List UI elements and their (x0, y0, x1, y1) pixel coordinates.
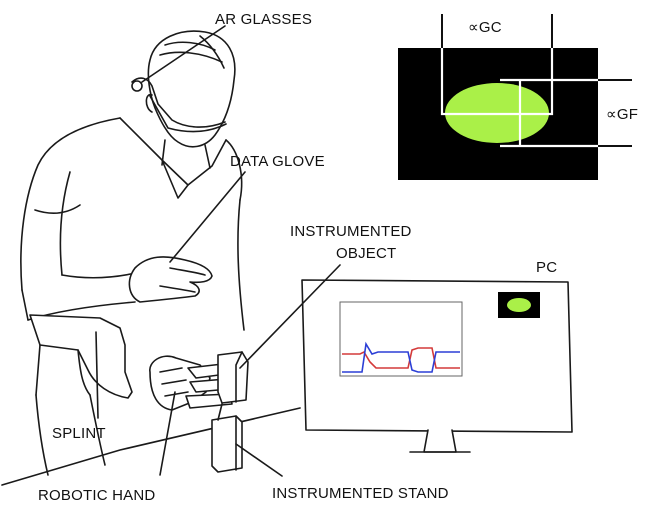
signal-trace-red (342, 347, 460, 369)
gc-label: ∝GC (468, 19, 502, 36)
label-splint: SPLINT (52, 425, 106, 442)
label-ar-glasses: AR GLASSES (215, 11, 312, 28)
screen-indicator-ellipse (507, 298, 531, 312)
label-instrumented-object-line2: OBJECT (336, 245, 396, 262)
instrumented-stand (211, 403, 243, 473)
operator-figure (20, 30, 245, 476)
signal-trace-blue (342, 341, 460, 373)
leader-lines (95, 25, 341, 477)
signal-plot-window (339, 301, 463, 377)
table-edge-line (1, 407, 301, 486)
ar-view-inset: ∝GC ∝GF (398, 14, 638, 180)
gf-label: ∝GF (606, 106, 638, 123)
ar-glasses (131, 77, 227, 133)
gc-gauge-lines (440, 14, 554, 116)
instrumented-object (217, 351, 249, 404)
label-instrumented-stand: INSTRUMENTED STAND (272, 485, 449, 502)
pc-monitor (301, 279, 573, 453)
label-instrumented-object-line1: INSTRUMENTED (290, 223, 412, 240)
label-data-glove: DATA GLOVE (230, 153, 325, 170)
label-robotic-hand: ROBOTIC HAND (38, 487, 155, 504)
label-pc: PC (536, 259, 557, 276)
